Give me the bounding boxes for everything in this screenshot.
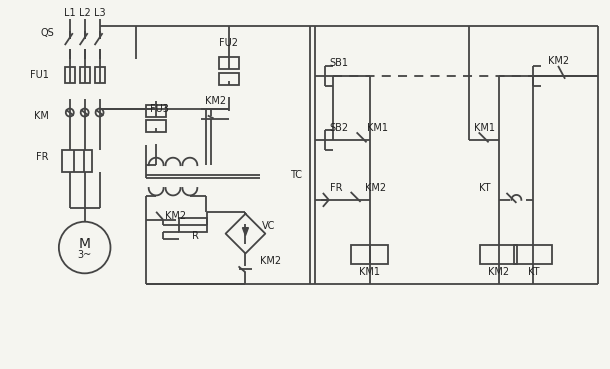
Text: KM2: KM2 — [260, 256, 281, 266]
Text: FU1: FU1 — [30, 70, 49, 80]
Bar — [65, 67, 75, 83]
Text: L1: L1 — [64, 8, 76, 18]
Text: KT: KT — [528, 267, 539, 277]
Text: FU2: FU2 — [219, 38, 238, 48]
Text: FR: FR — [330, 183, 342, 193]
Text: KM2: KM2 — [205, 96, 226, 106]
Text: R: R — [192, 231, 199, 241]
Text: TC: TC — [290, 170, 302, 180]
Bar — [514, 245, 552, 265]
Text: FR: FR — [37, 152, 49, 162]
Text: 3~: 3~ — [77, 251, 92, 261]
Text: SB1: SB1 — [330, 58, 349, 68]
Text: SB2: SB2 — [330, 123, 349, 134]
Text: L3: L3 — [94, 8, 106, 18]
Text: QS: QS — [40, 28, 54, 38]
Bar — [146, 121, 166, 132]
Bar — [218, 73, 239, 85]
Text: VC: VC — [262, 221, 276, 231]
Text: KM2: KM2 — [548, 56, 569, 66]
Text: KT: KT — [479, 183, 490, 193]
Text: KM2: KM2 — [165, 211, 186, 221]
Bar — [218, 57, 239, 69]
Text: KM1: KM1 — [367, 123, 387, 134]
Bar — [80, 67, 90, 83]
Text: M: M — [79, 237, 91, 251]
Bar — [95, 67, 104, 83]
Bar — [479, 245, 517, 265]
Text: KM: KM — [34, 111, 49, 121]
Text: KM1: KM1 — [474, 123, 495, 134]
Bar — [62, 150, 92, 172]
Bar — [179, 218, 207, 232]
Bar — [351, 245, 389, 265]
Polygon shape — [242, 228, 248, 236]
Text: KM1: KM1 — [359, 267, 380, 277]
Text: KM2: KM2 — [488, 267, 509, 277]
Text: FU3: FU3 — [149, 104, 168, 114]
Text: KM2: KM2 — [365, 183, 386, 193]
Text: L2: L2 — [79, 8, 90, 18]
Bar — [146, 104, 166, 117]
